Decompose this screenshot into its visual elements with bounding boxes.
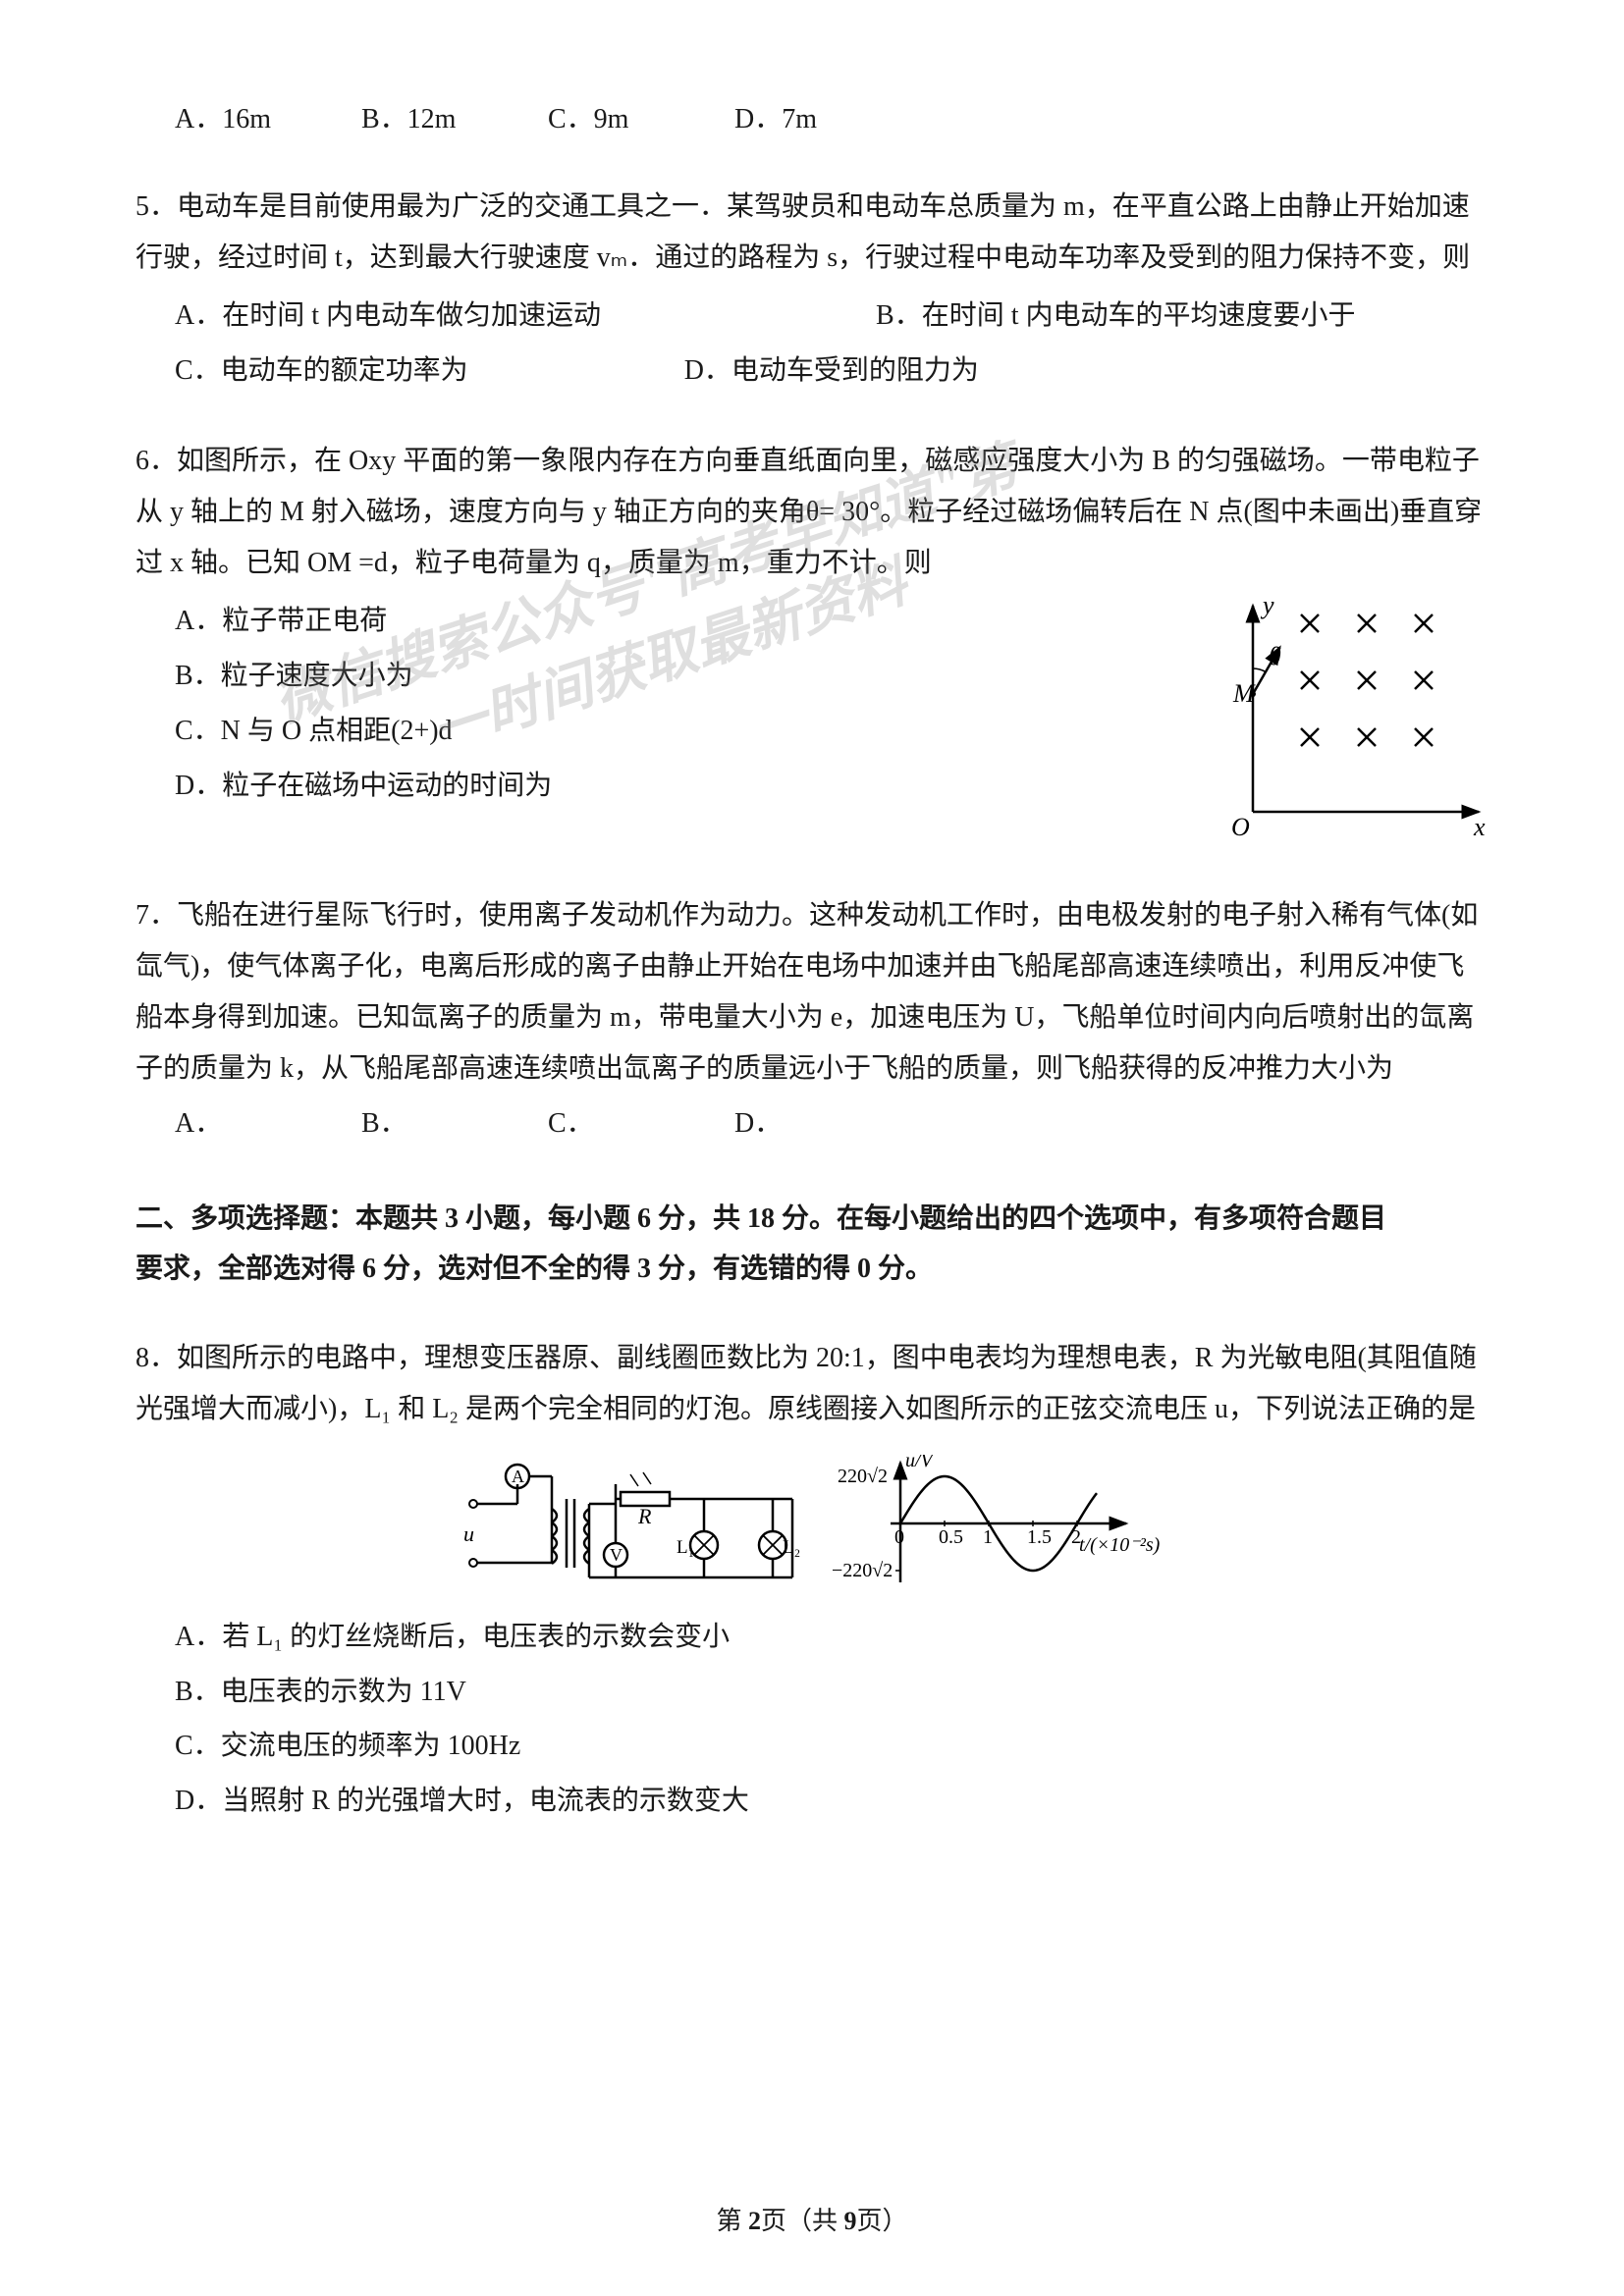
question-7: 7．飞船在进行星际飞行时，使用离子发动机作为动力。这种发动机工作时，由电极发射的… <box>135 890 1489 1146</box>
svg-text:L₁: L₁ <box>677 1537 694 1558</box>
q8-opt-c: C．交流电压的频率为 100Hz <box>175 1721 1489 1772</box>
svg-text:A: A <box>512 1467 524 1486</box>
q6-opt-c: C．N 与 O 点相距(2+)d <box>175 706 1204 757</box>
svg-text:−220√2: −220√2 <box>832 1560 893 1581</box>
section-2-line2: 要求，全部选对得 6 分，选对但不全的得 3 分，有选错的得 0 分。 <box>135 1245 1489 1294</box>
svg-text:M: M <box>1232 679 1256 708</box>
svg-text:R: R <box>637 1504 652 1528</box>
q7-opt-a: A． <box>175 1102 361 1147</box>
q7-opt-b: B． <box>361 1102 548 1147</box>
q5-opt-c: C．电动车的额定功率为 <box>175 346 468 397</box>
page-footer: 第 2页（共 9页） <box>0 2201 1624 2237</box>
section-2-line1: 二、多项选择题：本题共 3 小题，每小题 6 分，共 18 分。在每小题给出的四… <box>135 1195 1489 1244</box>
q7-text: 7．飞船在进行星际飞行时，使用离子发动机作为动力。这种发动机工作时，由电极发射的… <box>135 890 1489 1094</box>
svg-text:u: u <box>463 1522 474 1546</box>
footer-total: 9 <box>844 2207 857 2235</box>
q8-sine-diagram: 220√2 −220√2 u/V t/(×10⁻²s) 0 0.5 1 1.5 2 <box>832 1455 1165 1592</box>
q8-circuit-diagram: uARVL₁L₂ <box>459 1455 802 1592</box>
svg-text:2: 2 <box>1071 1526 1081 1548</box>
q4-opt-b: B．12m <box>361 98 548 142</box>
q4-opt-c: C．9m <box>548 98 734 142</box>
q8-text: 8．如图所示的电路中，理想变压器原、副线圈匝数比为 20:1，图中电表均为理想电… <box>135 1333 1489 1435</box>
q5-opt-d: D．电动车受到的阻力为 <box>684 346 979 397</box>
footer-prefix: 第 <box>716 2207 748 2235</box>
q7-opt-d: D． <box>734 1102 921 1147</box>
footer-current: 2 <box>748 2207 761 2235</box>
q4-opt-d: D．7m <box>734 98 921 142</box>
section-2-header: 二、多项选择题：本题共 3 小题，每小题 6 分，共 18 分。在每小题给出的四… <box>135 1195 1489 1294</box>
question-6: 6．如图所示，在 Oxy 平面的第一象限内存在方向垂直纸面向里，磁感应强度大小为… <box>135 436 1489 851</box>
exam-page: A．16m B．12m C．9m D．7m 5．电动车是目前使用最为广泛的交通工… <box>0 0 1624 2296</box>
svg-text:0.5: 0.5 <box>939 1526 963 1548</box>
svg-text:t/(×10⁻²s): t/(×10⁻²s) <box>1079 1534 1161 1556</box>
svg-text:O: O <box>1231 813 1250 841</box>
svg-text:220√2: 220√2 <box>838 1466 888 1487</box>
q4-options: A．16m B．12m C．9m D．7m <box>135 98 1489 142</box>
footer-suffix: 页） <box>857 2207 908 2235</box>
q5-opt-b: B．在时间 t 内电动车的平均速度要小于 <box>876 291 1355 342</box>
svg-text:θ: θ <box>1269 642 1281 670</box>
svg-text:1: 1 <box>983 1526 993 1548</box>
svg-text:u/V: u/V <box>905 1455 936 1471</box>
svg-text:0: 0 <box>894 1526 904 1548</box>
question-8: 8．如图所示的电路中，理想变压器原、副线圈匝数比为 20:1，图中电表均为理想电… <box>135 1333 1489 1827</box>
q6-opt-b: B．粒子速度大小为 <box>175 651 1204 702</box>
q8-opt-d: D．当照射 R 的光强增大时，电流表的示数变大 <box>175 1776 1489 1827</box>
q6-field-diagram: Mθ Ox y <box>1223 596 1489 851</box>
q4-opt-a: A．16m <box>175 98 361 142</box>
svg-text:y: y <box>1260 596 1274 619</box>
q5-opt-a: A．在时间 t 内电动车做匀加速运动 <box>175 291 601 342</box>
svg-text:1.5: 1.5 <box>1027 1526 1052 1548</box>
svg-text:V: V <box>610 1545 623 1565</box>
q6-text: 6．如图所示，在 Oxy 平面的第一象限内存在方向垂直纸面向里，磁感应强度大小为… <box>135 436 1489 588</box>
q7-opt-c: C． <box>548 1102 734 1147</box>
footer-middle: 页（共 <box>761 2207 844 2235</box>
q6-opt-d: D．粒子在磁场中运动的时间为 <box>175 761 1204 812</box>
q8-opt-b: B．电压表的示数为 11V <box>175 1667 1489 1718</box>
question-5: 5．电动车是目前使用最为广泛的交通工具之一．某驾驶员和电动车总质量为 m，在平直… <box>135 182 1489 397</box>
q8-opt-a: A．若 L₁ 的灯丝烧断后，电压表的示数会变小 <box>175 1612 1489 1663</box>
q6-opt-a: A．粒子带正电荷 <box>175 596 1204 647</box>
q5-text: 5．电动车是目前使用最为广泛的交通工具之一．某驾驶员和电动车总质量为 m，在平直… <box>135 182 1489 284</box>
svg-text:x: x <box>1473 813 1486 841</box>
